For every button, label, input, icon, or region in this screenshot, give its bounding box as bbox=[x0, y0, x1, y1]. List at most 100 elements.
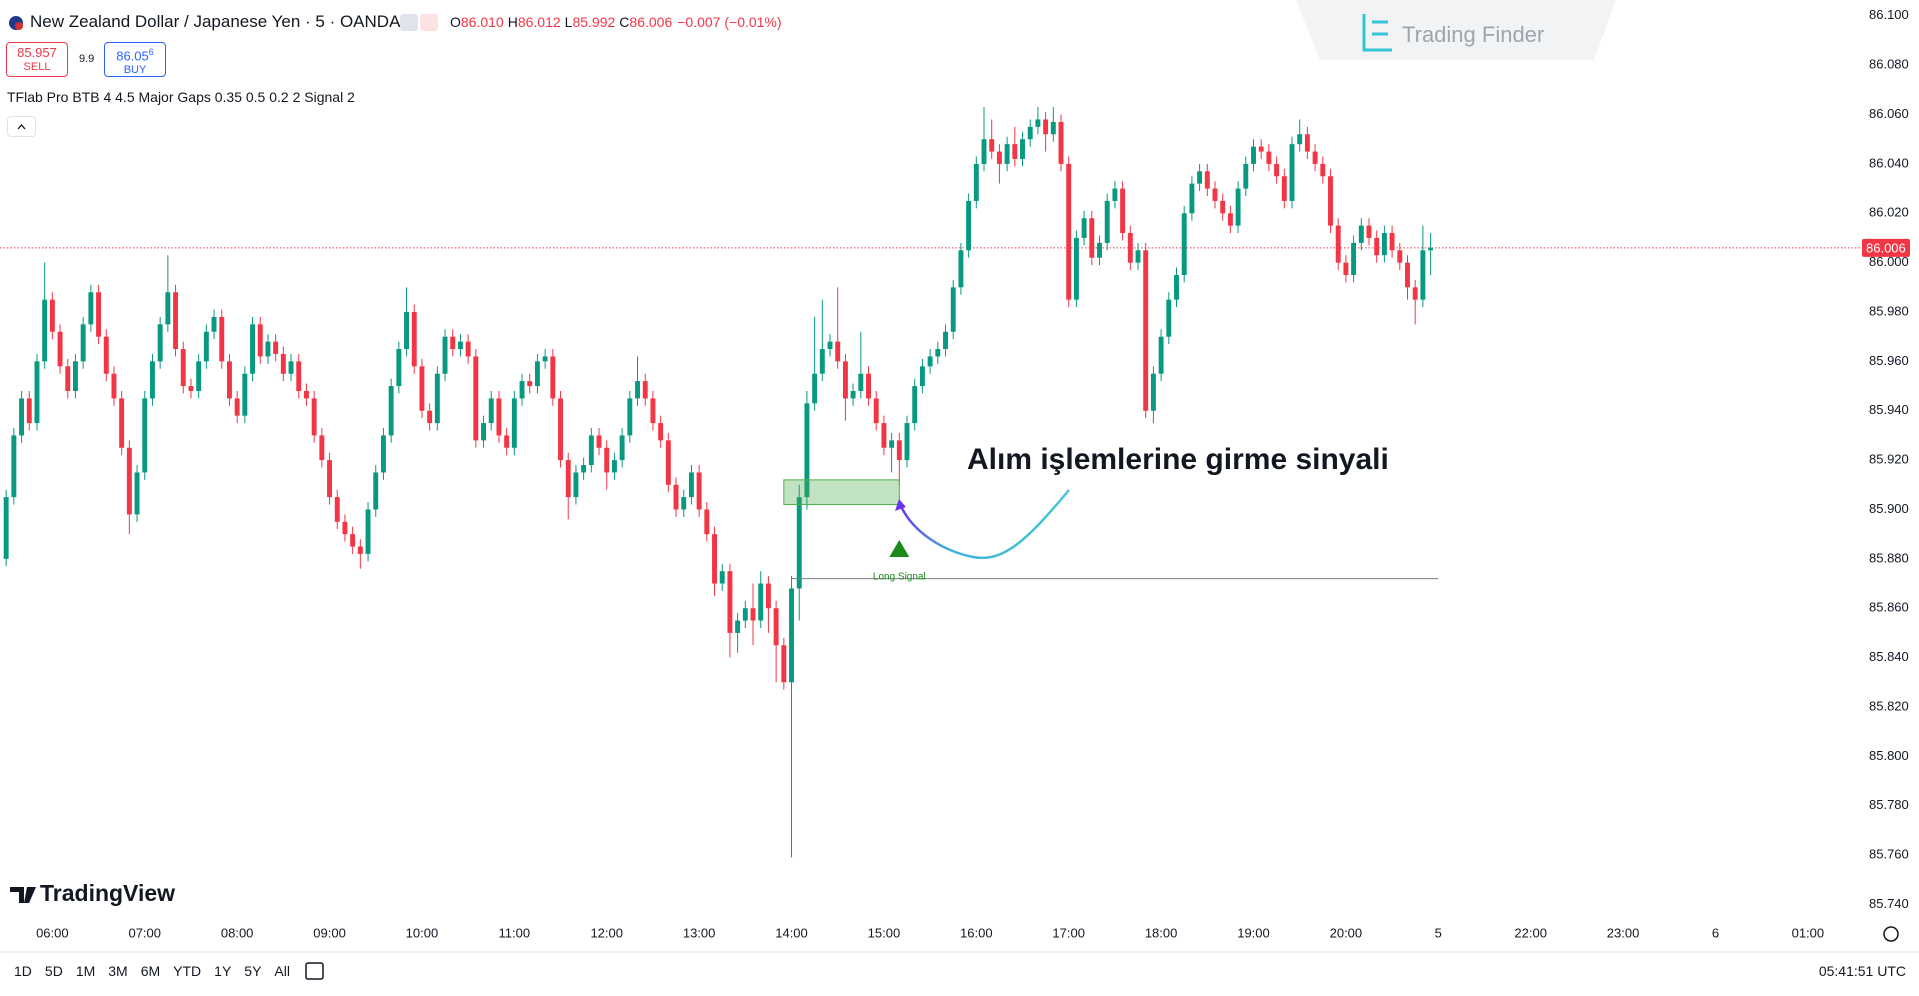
candle-body bbox=[896, 440, 902, 461]
candle-body bbox=[981, 139, 987, 164]
price-axis bbox=[1861, 0, 1919, 952]
candle-body bbox=[534, 361, 540, 387]
candle-body bbox=[72, 361, 78, 391]
candle-body bbox=[835, 341, 841, 362]
signal-label: Long Signal bbox=[873, 572, 926, 583]
candle-body bbox=[296, 361, 302, 391]
candle-body bbox=[1381, 233, 1387, 256]
timeframe-button[interactable]: All bbox=[274, 963, 290, 979]
buy-button[interactable]: 86.056 BUY bbox=[104, 42, 166, 77]
candle-body bbox=[696, 472, 702, 510]
candle-body bbox=[473, 356, 479, 441]
candle-body bbox=[1297, 134, 1303, 145]
candle-body bbox=[943, 331, 948, 350]
candle-body bbox=[1104, 200, 1110, 243]
candle-body bbox=[211, 316, 217, 332]
candle-body bbox=[1389, 233, 1395, 251]
x-tick-label: 14:00 bbox=[775, 925, 808, 940]
sell-button[interactable]: 85.957 SELL bbox=[6, 42, 68, 77]
candle-body bbox=[565, 460, 571, 498]
candle-body bbox=[1320, 163, 1326, 177]
settings-icon[interactable] bbox=[1883, 926, 1899, 942]
watermark-backdrop bbox=[1296, 0, 1616, 60]
timeframe-button[interactable]: 5Y bbox=[244, 963, 262, 979]
candle-body bbox=[727, 571, 733, 633]
candle-body bbox=[419, 366, 425, 411]
candle-body bbox=[619, 435, 625, 461]
candle-body bbox=[881, 423, 887, 448]
candle-body bbox=[919, 366, 925, 387]
candle-body bbox=[457, 341, 463, 350]
candle-body bbox=[1189, 183, 1195, 214]
timeframe-button[interactable]: 6M bbox=[140, 963, 161, 979]
candle-body bbox=[758, 583, 764, 621]
ohlc-change: −0.007 (−0.01%) bbox=[677, 14, 782, 30]
x-tick-label: 10:00 bbox=[406, 925, 439, 940]
y-tick-label: 85.740 bbox=[1869, 896, 1909, 911]
candle-body bbox=[34, 361, 40, 424]
candle-body bbox=[842, 361, 848, 399]
candle-body bbox=[712, 534, 717, 584]
timeframe-button[interactable]: YTD bbox=[173, 963, 202, 979]
timeframe-button[interactable]: 1D bbox=[14, 963, 32, 979]
y-tick-label: 85.800 bbox=[1869, 748, 1909, 763]
candle-body bbox=[1073, 237, 1079, 300]
date-range-icon[interactable] bbox=[305, 962, 324, 980]
timeframe-button[interactable]: 1Y bbox=[214, 963, 232, 979]
y-tick-label: 85.920 bbox=[1869, 452, 1909, 467]
last-price-label: 86.006 bbox=[1866, 240, 1906, 255]
candle-body bbox=[866, 373, 871, 399]
candle-body bbox=[319, 435, 325, 461]
x-tick-label: 5 bbox=[1435, 925, 1442, 940]
candle-body bbox=[858, 373, 864, 391]
candle-body bbox=[1335, 225, 1341, 263]
candle-body bbox=[1266, 151, 1272, 164]
candle-body bbox=[719, 571, 725, 584]
candle-body bbox=[288, 361, 294, 374]
candle-body bbox=[226, 361, 232, 399]
buy-price: 86.05 bbox=[116, 48, 149, 64]
collapse-button[interactable] bbox=[7, 116, 36, 137]
candle-body bbox=[812, 373, 818, 404]
candle-body bbox=[1420, 250, 1426, 300]
candle-body bbox=[1135, 250, 1141, 263]
y-tick-label: 86.080 bbox=[1869, 57, 1909, 72]
candle-body bbox=[973, 163, 979, 201]
candle-body bbox=[1089, 218, 1095, 258]
candle-body bbox=[796, 497, 802, 589]
candle-body bbox=[1004, 144, 1010, 164]
candle-body bbox=[1312, 151, 1318, 164]
candle-body bbox=[173, 292, 179, 350]
spread: 9.9 bbox=[79, 53, 95, 65]
timeframe-button[interactable]: 3M bbox=[108, 963, 128, 979]
x-tick-label: 19:00 bbox=[1237, 925, 1270, 940]
candle-body bbox=[280, 353, 286, 374]
ohlc-key: L bbox=[564, 14, 573, 30]
buy-label: BUY bbox=[123, 64, 147, 77]
candle-body bbox=[265, 341, 271, 357]
timeframe-button[interactable]: 1M bbox=[75, 963, 96, 979]
x-tick-label: 06:00 bbox=[36, 925, 69, 940]
candle-body bbox=[3, 497, 9, 559]
candle-body bbox=[650, 398, 656, 424]
x-tick-label: 6 bbox=[1712, 925, 1719, 940]
candle-body bbox=[273, 341, 279, 354]
y-tick-label: 86.040 bbox=[1869, 155, 1909, 170]
x-tick-label: 12:00 bbox=[590, 925, 623, 940]
candle-body bbox=[49, 299, 55, 332]
candle-body bbox=[250, 324, 256, 374]
y-tick-label: 85.860 bbox=[1869, 600, 1909, 615]
candle-body bbox=[1035, 119, 1041, 127]
candle-body bbox=[873, 398, 879, 424]
candle-body bbox=[303, 390, 309, 399]
timeframe-button[interactable]: 5D bbox=[44, 963, 63, 979]
candle-body bbox=[26, 398, 32, 424]
x-tick-label: 22:00 bbox=[1514, 925, 1547, 940]
annotation: Alım işlemlerine girme sinyali bbox=[967, 443, 1389, 476]
candle-body bbox=[850, 390, 856, 399]
candle-body bbox=[935, 349, 941, 357]
indicator-name: TFlab Pro BTB 4 4.5 Major Gaps 0.35 0.5 … bbox=[7, 89, 355, 105]
candle-body bbox=[88, 292, 94, 325]
candle-body bbox=[673, 484, 679, 510]
candle-body bbox=[203, 331, 209, 362]
